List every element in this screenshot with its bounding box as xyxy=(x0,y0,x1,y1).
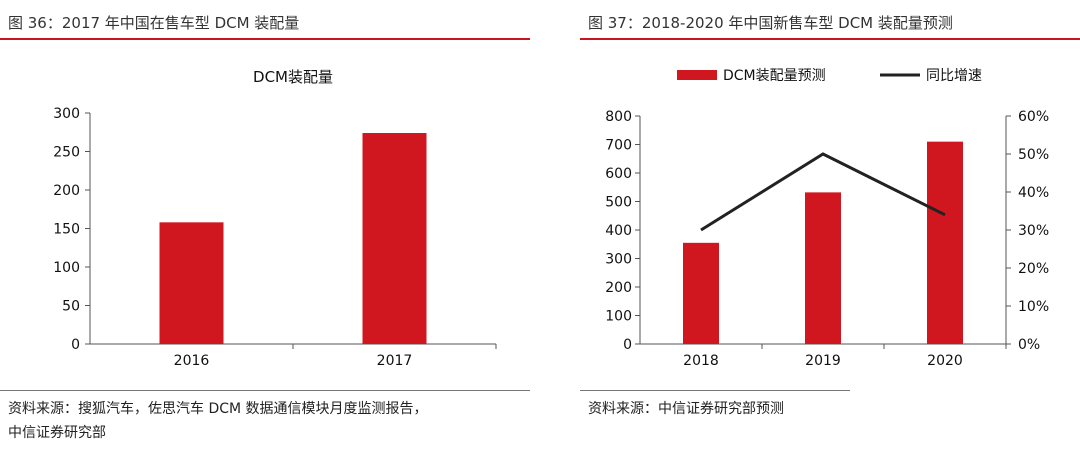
y-tick-label: 300 xyxy=(53,106,80,122)
y-tick-label: 100 xyxy=(53,260,80,276)
x-tick-label: 2016 xyxy=(174,353,210,369)
chart-title: DCM装配量 xyxy=(253,68,333,86)
y2-tick-label: 30% xyxy=(1018,223,1049,239)
right-source-rule xyxy=(580,390,850,391)
y-tick-label: 200 xyxy=(53,183,80,199)
y2-tick-label: 60% xyxy=(1018,109,1049,125)
y2-tick-label: 0% xyxy=(1018,337,1040,353)
growth-rate-line xyxy=(700,152,946,232)
left-source: 资料来源：搜狐汽车，佐思汽车 DCM 数据通信模块月度监测报告， 中信证券研究部 xyxy=(8,397,428,445)
right-source: 资料来源：中信证券研究部预测 xyxy=(588,401,784,417)
x-tick-label: 2020 xyxy=(927,353,963,369)
bar-2018 xyxy=(683,242,719,344)
y-tick-label: 100 xyxy=(605,309,632,325)
bar-2017 xyxy=(362,133,427,344)
bar-2016 xyxy=(159,222,224,344)
y-tick-label: 600 xyxy=(605,166,632,182)
y-tick-label: 250 xyxy=(53,145,80,161)
y-tick-label: 800 xyxy=(605,109,632,125)
left-figure-title: 图 36：2017 年中国在售车型 DCM 装配量 xyxy=(8,14,300,32)
x-tick-label: 2018 xyxy=(683,353,719,369)
left-chart: DCM装配量 0 50 100 150 200 250 300 2016 2017 xyxy=(53,68,497,369)
y-tick-label: 0 xyxy=(71,337,80,353)
bar-2019 xyxy=(805,192,841,344)
bar-2020 xyxy=(927,141,963,344)
y-tick-label: 400 xyxy=(605,223,632,239)
y-tick-label: 0 xyxy=(623,337,632,353)
y-tick-label: 500 xyxy=(605,195,632,211)
x-tick-label: 2017 xyxy=(377,353,413,369)
legend-swatch-bar xyxy=(677,70,717,80)
y-tick-label: 150 xyxy=(53,222,80,238)
left-source-rule xyxy=(0,390,530,391)
left-source-line-2: 中信证券研究部 xyxy=(8,425,106,441)
legend-label-bar: DCM装配量预测 xyxy=(723,68,826,84)
y-tick-label: 200 xyxy=(605,280,632,296)
y2-tick-label: 20% xyxy=(1018,261,1049,277)
y-tick-label: 300 xyxy=(605,252,632,268)
left-figure-panel: 图 36：2017 年中国在售车型 DCM 装配量 DCM装配量 0 50 100 15… xyxy=(0,14,530,445)
y2-tick-label: 10% xyxy=(1018,299,1049,315)
left-source-line-1: 资料来源：搜狐汽车，佐思汽车 DCM 数据通信模块月度监测报告， xyxy=(8,401,428,417)
right-title-rule xyxy=(580,38,1080,40)
y2-tick-label: 40% xyxy=(1018,185,1049,201)
right-figure-title: 图 37：2018-2020 年中国新售车型 DCM 装配量预测 xyxy=(588,14,953,32)
right-chart: DCM装配量预测 同比增速 0 100 200 300 400 500 600 700 800 0% 1… xyxy=(605,68,1049,369)
y-tick-label: 50 xyxy=(62,299,80,315)
left-title-rule xyxy=(0,38,530,40)
legend-label-line: 同比增速 xyxy=(926,68,982,84)
x-tick-label: 2019 xyxy=(805,353,841,369)
y-tick-label: 700 xyxy=(605,138,632,154)
y2-tick-label: 50% xyxy=(1018,147,1049,163)
right-figure-panel: 图 37：2018-2020 年中国新售车型 DCM 装配量预测 DCM装配量预… xyxy=(580,0,1080,449)
